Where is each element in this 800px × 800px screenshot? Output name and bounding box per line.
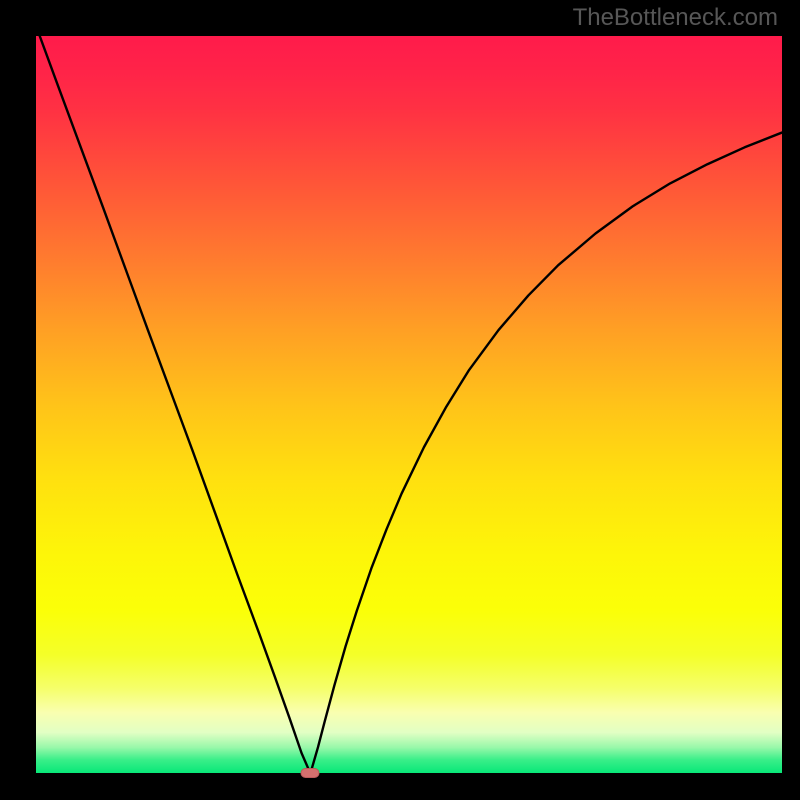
bottleneck-chart-svg (36, 36, 782, 773)
minimum-marker (300, 768, 319, 778)
bottleneck-curve (40, 36, 782, 773)
plot-area (36, 36, 782, 773)
watermark-text: TheBottleneck.com (573, 4, 778, 32)
chart-frame: TheBottleneck.com (0, 0, 800, 800)
